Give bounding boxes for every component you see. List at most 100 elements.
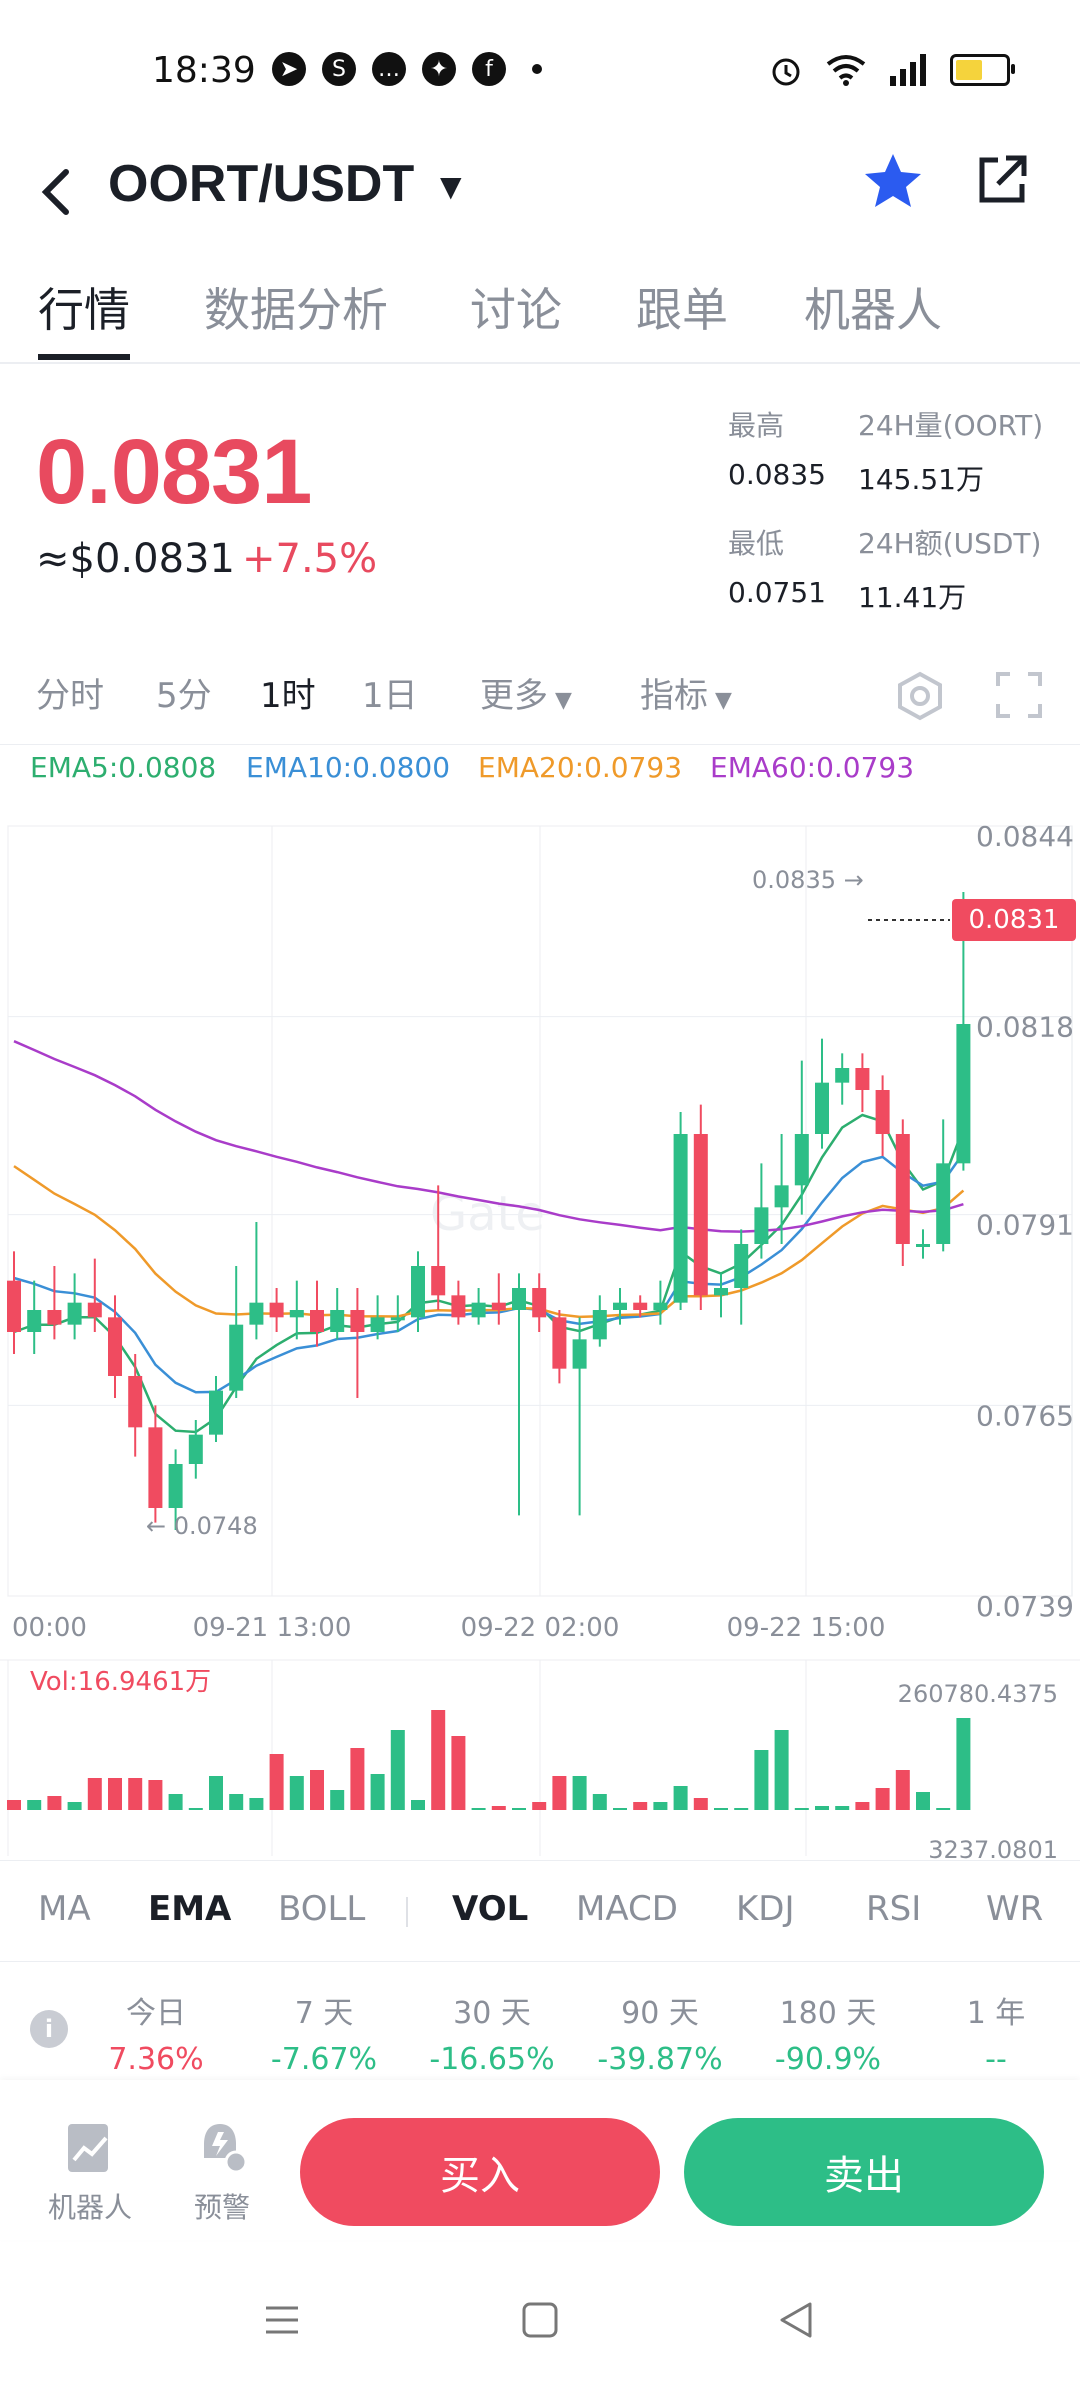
indicator-rsi[interactable]: RSI	[866, 1889, 922, 1929]
turnover-value: 11.41万	[858, 581, 967, 614]
home-square-icon[interactable]	[520, 2300, 560, 2340]
volume-bar	[7, 1800, 21, 1810]
x-tick-label: 09-21 13:00	[193, 1613, 352, 1643]
indicators-dropdown[interactable]: 指标 ▼	[640, 668, 732, 717]
favorite-star-icon[interactable]	[862, 150, 924, 212]
candle-body	[289, 1310, 304, 1318]
candle-body	[188, 1434, 203, 1464]
candle-body	[47, 1310, 62, 1325]
volume-bars	[7, 1710, 971, 1810]
candle-body	[956, 1024, 971, 1164]
volume-legend: Vol:16.9461万	[30, 1667, 211, 1697]
tab-discussion[interactable]: 讨论	[470, 283, 562, 337]
volume-bar	[411, 1800, 425, 1810]
interval-timeline[interactable]: 分时	[36, 676, 104, 716]
indicator-kdj[interactable]: KDJ	[736, 1889, 795, 1929]
price-tag-text: 0.0831	[969, 905, 1060, 935]
back-arrow-icon[interactable]	[34, 162, 84, 222]
more-notifications-icon	[532, 64, 542, 74]
turnover-label: 24H额(USDT)	[858, 527, 1042, 560]
volume-bar	[67, 1802, 82, 1810]
tab-data-analysis[interactable]: 数据分析	[204, 283, 388, 337]
perf-label-90d: 90 天	[621, 1996, 699, 2031]
volume-bar	[471, 1808, 486, 1810]
back-triangle-icon[interactable]	[776, 2300, 816, 2340]
candle-body	[875, 1090, 890, 1134]
pair-dropdown-caret-icon[interactable]: ▼	[440, 170, 462, 203]
low-value: 0.0751	[728, 576, 826, 609]
indicator-macd[interactable]: MACD	[576, 1889, 678, 1929]
candle-body	[653, 1302, 668, 1310]
volume-bar	[209, 1776, 223, 1810]
fullscreen-icon[interactable]	[994, 670, 1044, 720]
perf-label-7d: 7 天	[294, 1996, 354, 2031]
tab-bots[interactable]: 机器人	[804, 283, 942, 337]
candle-body	[87, 1302, 102, 1318]
candle-body	[67, 1302, 82, 1325]
volume-bar	[895, 1770, 910, 1810]
candle-body	[734, 1244, 749, 1288]
interval-1h[interactable]: 1时	[260, 676, 316, 716]
ema-legend: EMA5:0.0808 EMA10:0.0800 EMA20:0.0793 EM…	[0, 744, 1080, 795]
price-change: +7.5%	[242, 536, 378, 582]
candle-body	[815, 1082, 829, 1134]
menu-icon[interactable]	[262, 2300, 302, 2340]
volume-bar	[27, 1800, 42, 1810]
pair-title[interactable]: OORT/USDT	[108, 155, 415, 213]
low-label: 最低	[728, 527, 785, 560]
wifi-icon	[826, 55, 866, 86]
indicator-ema[interactable]: EMA	[148, 1889, 232, 1929]
candle-body	[936, 1163, 951, 1244]
volume-bar	[249, 1798, 264, 1810]
perf-value-1y: --	[985, 2042, 1007, 2077]
candle-body	[592, 1310, 607, 1340]
signal-icon	[890, 54, 926, 86]
settings-hex-icon[interactable]	[894, 670, 946, 722]
candle-body	[532, 1288, 547, 1318]
buy-button[interactable]: 买入	[300, 2118, 660, 2226]
indicator-vol[interactable]: VOL	[452, 1889, 529, 1929]
candle-body	[895, 1134, 910, 1244]
ema60-value: EMA60:0.0793	[710, 751, 915, 784]
more-intervals-dropdown[interactable]: 更多 ▼	[480, 668, 572, 717]
interval-5m[interactable]: 5分	[156, 676, 212, 716]
candle-body	[471, 1302, 486, 1318]
volume-bar	[148, 1780, 163, 1810]
info-icon[interactable]: i	[30, 2010, 68, 2048]
last-price: 0.0831	[36, 421, 312, 523]
candle-body	[835, 1068, 850, 1083]
candle-body	[148, 1427, 163, 1508]
facebook-icon: f	[472, 52, 506, 86]
perf-label-today: 今日	[126, 1996, 186, 2031]
perf-label-30d: 30 天	[453, 1996, 531, 2031]
status-time: 18:39	[152, 50, 256, 91]
share-external-icon[interactable]	[972, 150, 1032, 210]
chat-icon: …	[372, 52, 406, 86]
candle-body	[310, 1310, 324, 1332]
volume-bar	[734, 1808, 749, 1810]
tab-market[interactable]: 行情	[38, 283, 130, 337]
bot-shortcut[interactable]: 机器人	[40, 2120, 140, 2226]
candle-body	[552, 1317, 567, 1369]
candle-body	[613, 1302, 627, 1310]
battery-icon	[950, 54, 1015, 86]
x-tick-label: 00:00	[12, 1613, 87, 1643]
interval-1d[interactable]: 1日	[362, 676, 418, 716]
volume-bar	[653, 1802, 668, 1810]
caret-down-icon: ▼	[708, 688, 732, 713]
indicator-wr[interactable]: WR	[986, 1889, 1044, 1929]
indicators-label: 指标	[640, 676, 708, 716]
volume-bar	[47, 1796, 62, 1810]
candle-body	[27, 1310, 42, 1332]
indicator-boll[interactable]: BOLL	[278, 1889, 366, 1929]
indicator-ma[interactable]: MA	[38, 1889, 91, 1929]
alert-shortcut[interactable]: 预警	[172, 2120, 272, 2226]
sell-button[interactable]: 卖出	[684, 2118, 1044, 2226]
alarm-icon	[772, 58, 800, 86]
volume-bar	[835, 1806, 850, 1810]
volume-bar	[330, 1790, 345, 1810]
x-tick-label: 09-22 02:00	[461, 1613, 620, 1643]
candle-body	[168, 1464, 183, 1508]
tab-copy-trading[interactable]: 跟单	[636, 283, 728, 337]
